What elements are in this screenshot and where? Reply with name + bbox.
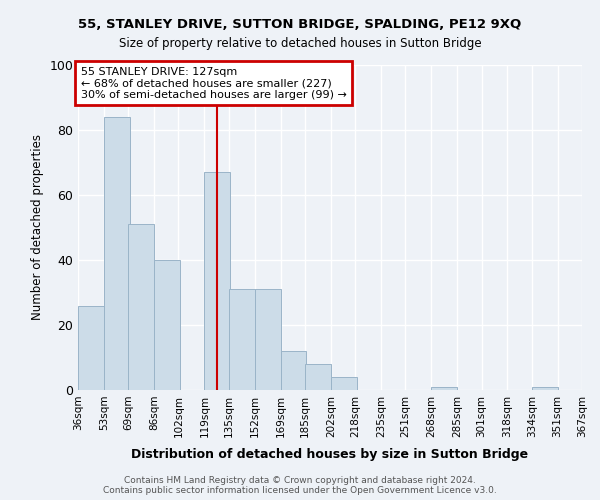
Bar [104,117,130,390]
Bar [128,224,154,390]
Bar [78,306,104,390]
Bar [254,289,281,390]
Y-axis label: Number of detached properties: Number of detached properties [31,134,44,320]
Bar [305,364,331,390]
Bar [431,387,457,390]
Text: Contains HM Land Registry data © Crown copyright and database right 2024.
Contai: Contains HM Land Registry data © Crown c… [103,476,497,495]
Bar [154,260,180,390]
Bar [331,377,356,390]
Bar [281,351,307,390]
Text: 55 STANLEY DRIVE: 127sqm
← 68% of detached houses are smaller (227)
30% of semi-: 55 STANLEY DRIVE: 127sqm ← 68% of detach… [80,66,346,100]
X-axis label: Distribution of detached houses by size in Sutton Bridge: Distribution of detached houses by size … [131,448,529,461]
Text: 55, STANLEY DRIVE, SUTTON BRIDGE, SPALDING, PE12 9XQ: 55, STANLEY DRIVE, SUTTON BRIDGE, SPALDI… [79,18,521,30]
Text: Size of property relative to detached houses in Sutton Bridge: Size of property relative to detached ho… [119,38,481,51]
Bar [532,387,557,390]
Bar [205,172,230,390]
Bar [229,289,254,390]
